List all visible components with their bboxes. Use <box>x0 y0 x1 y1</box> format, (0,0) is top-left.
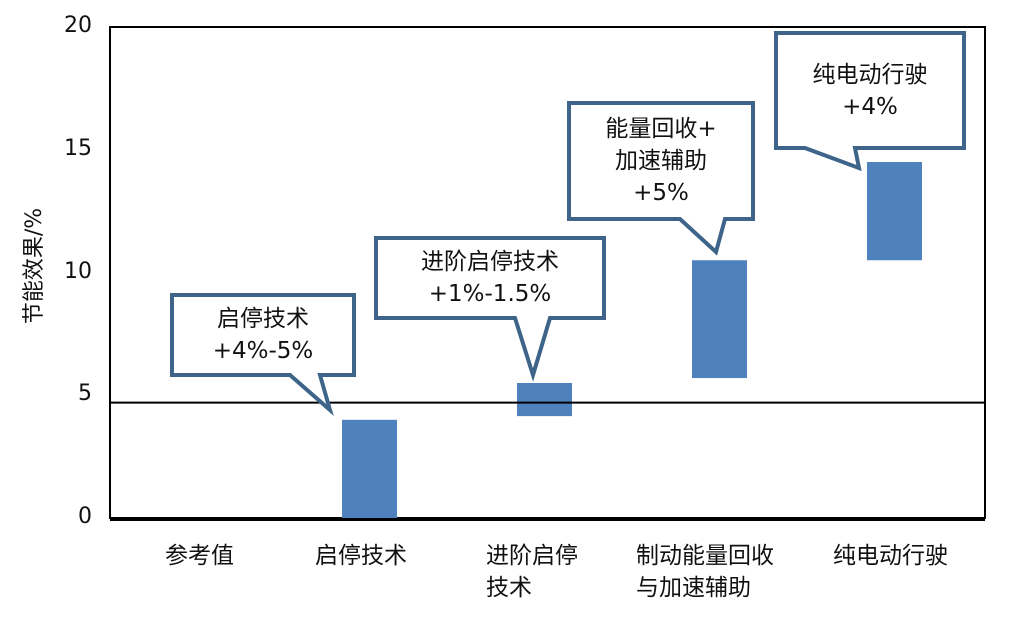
bar-3 <box>692 260 747 379</box>
y-tick-label: 0 <box>78 504 92 529</box>
y-tick-label: 15 <box>64 135 92 161</box>
x-tick-label: 制动能量回收 与加速辅助 <box>636 543 774 601</box>
callout-box-3 <box>774 31 966 172</box>
x-tick-label: 参考值 <box>165 543 234 569</box>
y-tick-label: 20 <box>64 13 92 38</box>
bar-2 <box>517 382 572 417</box>
x-tick-label: 进阶启停 技术 <box>486 543 578 601</box>
callout-text: 进阶启停技术 +1%-1.5% <box>421 249 559 307</box>
callout-box-2 <box>567 101 755 256</box>
callout-box-0 <box>170 293 356 416</box>
callout-box-1 <box>374 236 606 382</box>
y-tick-label: 10 <box>64 258 92 284</box>
y-tick-label: 5 <box>78 381 92 407</box>
x-tick-label: 启停技术 <box>315 543 407 569</box>
bar-1 <box>342 419 397 518</box>
callout-text: 能量回收+ 加速辅助 +5% <box>605 116 717 206</box>
callout-text: 纯电动行驶 +4% <box>812 61 928 120</box>
x-tick-label: 纯电动行驶 <box>833 543 948 569</box>
callout-text: 启停技术 +4%-5% <box>212 306 314 364</box>
bar-4 <box>867 162 922 261</box>
